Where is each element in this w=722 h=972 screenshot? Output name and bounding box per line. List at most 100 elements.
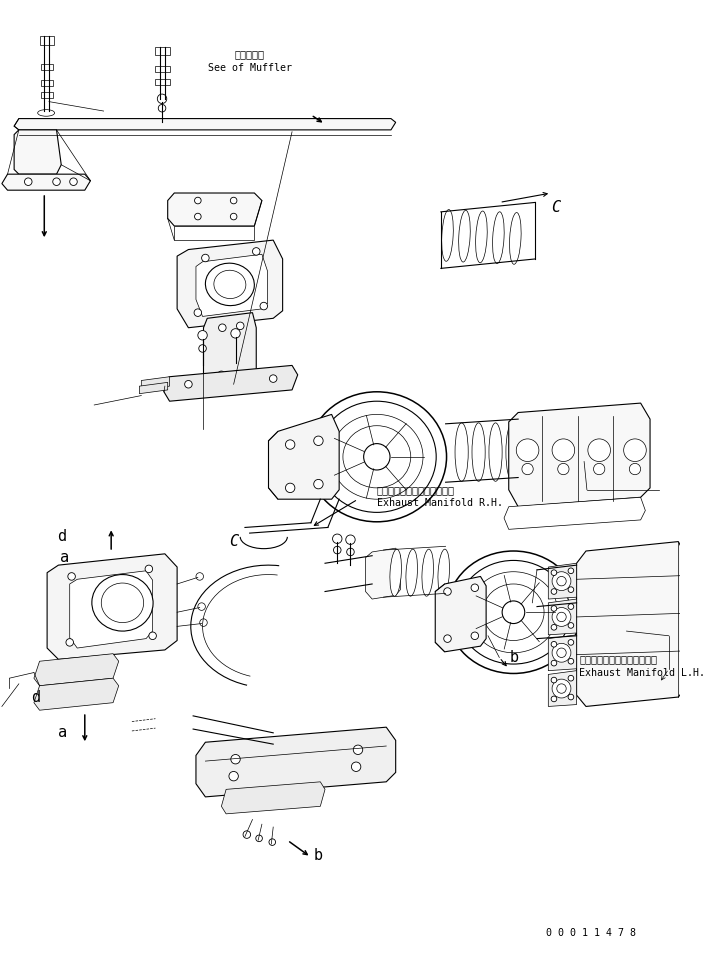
Ellipse shape (506, 423, 519, 481)
Circle shape (185, 380, 192, 388)
Circle shape (231, 754, 240, 764)
Text: See of Muffler: See of Muffler (208, 63, 292, 73)
Circle shape (630, 464, 640, 474)
Circle shape (25, 178, 32, 186)
Circle shape (314, 479, 323, 489)
Text: a: a (58, 725, 66, 741)
Circle shape (568, 623, 574, 628)
Circle shape (314, 436, 323, 445)
Text: エキゾーストマニホールド左: エキゾーストマニホールド左 (579, 654, 658, 664)
Polygon shape (269, 414, 339, 500)
Circle shape (568, 676, 574, 681)
Circle shape (552, 608, 571, 626)
Polygon shape (548, 599, 577, 635)
Circle shape (285, 483, 295, 493)
Circle shape (551, 606, 557, 611)
Polygon shape (204, 313, 256, 384)
Circle shape (557, 648, 566, 657)
Text: a: a (59, 550, 69, 565)
Polygon shape (365, 548, 401, 599)
Text: b: b (510, 650, 519, 665)
Ellipse shape (38, 110, 55, 117)
Polygon shape (504, 498, 645, 530)
Text: C: C (229, 534, 238, 549)
Polygon shape (548, 563, 577, 599)
Ellipse shape (492, 212, 504, 263)
Polygon shape (155, 79, 170, 85)
Text: b: b (314, 848, 323, 863)
Ellipse shape (455, 423, 469, 481)
Circle shape (145, 565, 152, 573)
Circle shape (256, 835, 262, 842)
Ellipse shape (489, 423, 502, 481)
Ellipse shape (331, 414, 423, 500)
Circle shape (557, 612, 566, 622)
Ellipse shape (476, 211, 487, 262)
Ellipse shape (483, 584, 544, 641)
Polygon shape (155, 66, 170, 73)
Circle shape (157, 94, 167, 103)
Circle shape (551, 677, 557, 683)
Text: d: d (58, 530, 66, 544)
Circle shape (237, 373, 244, 380)
Circle shape (194, 213, 201, 220)
Text: エキゾーストマニホールド右: エキゾーストマニホールド右 (377, 485, 455, 495)
Circle shape (551, 570, 557, 575)
Polygon shape (177, 240, 282, 328)
Circle shape (364, 443, 390, 470)
Circle shape (70, 178, 77, 186)
Ellipse shape (457, 561, 570, 664)
Circle shape (568, 604, 574, 609)
Circle shape (217, 371, 225, 379)
Ellipse shape (101, 583, 144, 623)
Ellipse shape (442, 210, 453, 261)
Text: C: C (552, 199, 560, 215)
Ellipse shape (343, 426, 411, 488)
Circle shape (346, 535, 355, 544)
Circle shape (333, 534, 342, 543)
Polygon shape (142, 377, 170, 390)
Ellipse shape (510, 213, 521, 264)
Circle shape (194, 309, 201, 317)
Text: Exhaust Manifold L.H.: Exhaust Manifold L.H. (579, 668, 705, 677)
Polygon shape (548, 671, 577, 707)
Polygon shape (40, 64, 53, 70)
Polygon shape (155, 47, 170, 54)
Polygon shape (196, 255, 268, 317)
Circle shape (198, 330, 207, 340)
Polygon shape (196, 727, 396, 797)
Circle shape (347, 548, 355, 556)
Circle shape (269, 839, 276, 846)
Circle shape (334, 546, 341, 554)
Polygon shape (40, 92, 53, 98)
Text: Exhaust Manifold R.H.: Exhaust Manifold R.H. (377, 498, 503, 508)
Circle shape (502, 601, 525, 624)
Ellipse shape (214, 270, 246, 298)
Ellipse shape (92, 574, 153, 631)
Polygon shape (40, 80, 53, 86)
Circle shape (219, 324, 226, 331)
Circle shape (568, 640, 574, 645)
Ellipse shape (458, 210, 470, 262)
Circle shape (471, 632, 479, 640)
Circle shape (551, 624, 557, 630)
Circle shape (200, 619, 207, 626)
Ellipse shape (422, 549, 433, 596)
Ellipse shape (318, 401, 436, 512)
Polygon shape (577, 541, 686, 707)
Circle shape (551, 642, 557, 647)
Ellipse shape (205, 263, 254, 305)
Circle shape (516, 439, 539, 462)
Circle shape (444, 588, 451, 595)
Ellipse shape (472, 423, 485, 481)
Polygon shape (509, 403, 650, 506)
Polygon shape (2, 174, 90, 191)
Circle shape (557, 684, 566, 693)
Polygon shape (47, 554, 177, 659)
Polygon shape (34, 654, 118, 685)
Circle shape (230, 197, 237, 204)
Circle shape (66, 639, 74, 646)
Circle shape (624, 439, 646, 462)
Circle shape (201, 255, 209, 261)
Text: d: d (31, 689, 40, 705)
